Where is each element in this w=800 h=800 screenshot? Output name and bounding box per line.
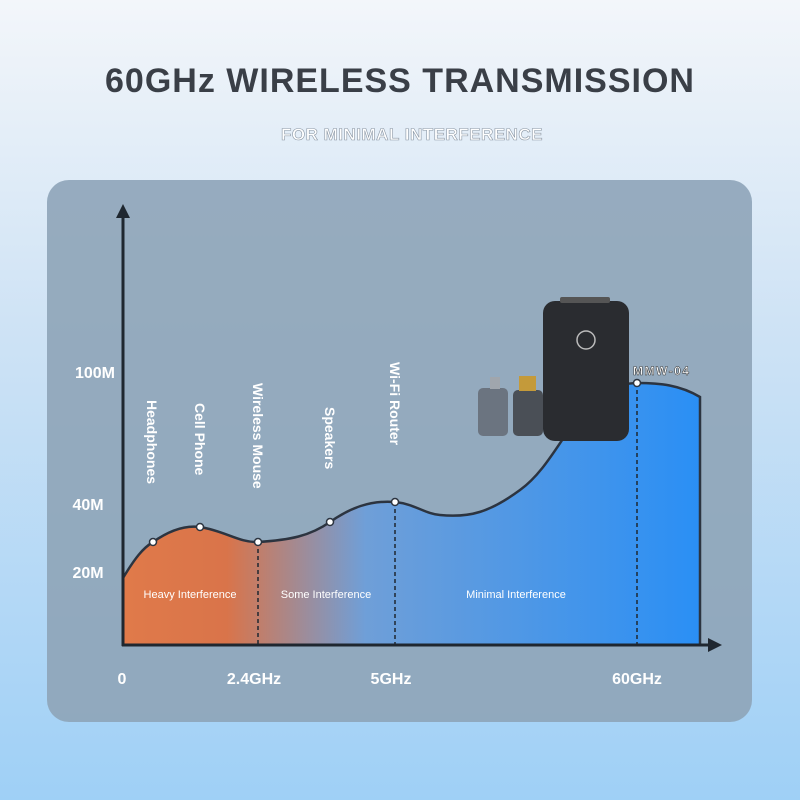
- curve-points: [148, 378, 642, 547]
- x-label: 5GHz: [371, 671, 412, 688]
- zone-label: Minimal Interference: [466, 589, 566, 601]
- x-label: 2.4GHz: [227, 671, 281, 688]
- device-label: Wireless Mouse: [250, 383, 266, 489]
- product-image: [478, 297, 629, 441]
- y-label: 20M: [72, 565, 103, 582]
- device-label: Cell Phone: [192, 403, 208, 476]
- title: 60GHz WIRELESS TRANSMISSION: [105, 62, 695, 100]
- axes: [116, 204, 722, 652]
- dividers: [257, 383, 638, 645]
- zone-label: Heavy Interference: [144, 589, 237, 601]
- y-label: 100M: [75, 365, 115, 382]
- device-label: Wi-Fi Router: [387, 362, 403, 446]
- zone-label: Some Interference: [281, 589, 372, 601]
- x-label: 60GHz: [612, 671, 662, 688]
- device-label: Headphones: [144, 400, 160, 484]
- x-label: 0: [118, 671, 127, 688]
- subtitle: FOR MINIMAL INTERFERENCE: [281, 125, 543, 144]
- device-label: Speakers: [322, 407, 338, 469]
- y-label: 40M: [72, 497, 103, 514]
- product-label: MMW-04: [633, 364, 690, 378]
